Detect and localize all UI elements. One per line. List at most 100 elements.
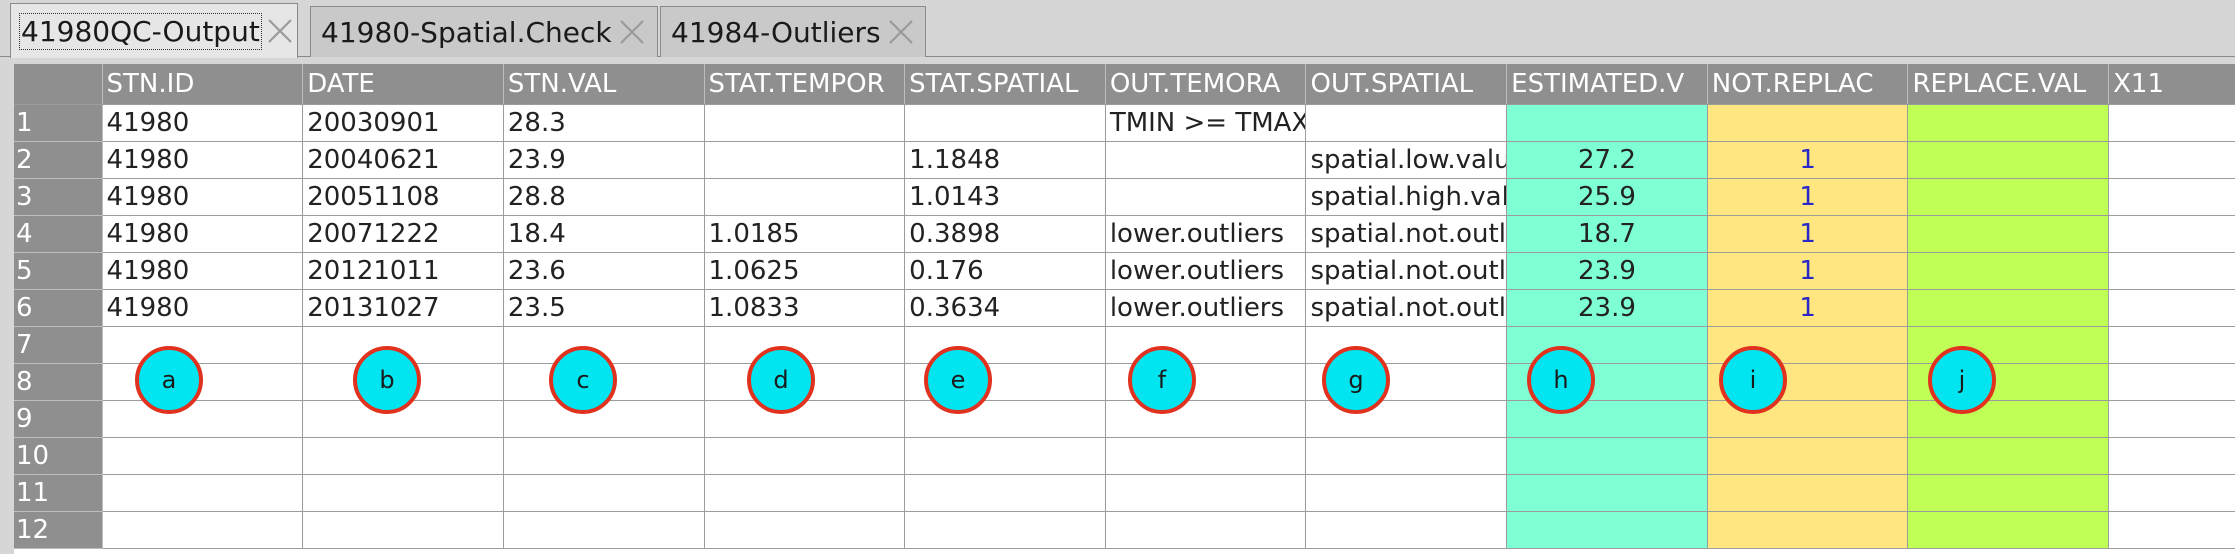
row-number[interactable]: 9	[14, 400, 103, 438]
table-cell[interactable]	[1707, 511, 1909, 549]
table-cell[interactable]	[2108, 511, 2235, 549]
table-cell[interactable]	[904, 104, 1106, 142]
table-cell[interactable]	[904, 437, 1106, 475]
table-cell[interactable]: 1.0833	[704, 289, 906, 327]
row-number[interactable]: 4	[14, 215, 103, 253]
table-cell[interactable]: 20040621	[302, 141, 504, 179]
table-cell[interactable]	[1305, 511, 1508, 549]
table-cell[interactable]	[704, 511, 906, 549]
table-cell[interactable]	[704, 104, 906, 142]
table-cell[interactable]: 18.4	[503, 215, 705, 253]
table-cell[interactable]	[102, 400, 304, 438]
table-cell[interactable]	[2108, 141, 2235, 179]
table-cell[interactable]: spatial.not.outli	[1305, 252, 1508, 290]
table-cell[interactable]	[1105, 474, 1307, 512]
table-cell[interactable]: 20030901	[302, 104, 504, 142]
table-cell[interactable]	[704, 141, 906, 179]
table-cell[interactable]: 41980	[102, 289, 304, 327]
table-cell[interactable]	[1907, 178, 2110, 216]
table-cell[interactable]: spatial.high.val	[1305, 178, 1508, 216]
table-row[interactable]: 8	[14, 363, 2235, 401]
table-cell[interactable]	[102, 326, 304, 364]
table-cell[interactable]: 28.8	[503, 178, 705, 216]
table-cell[interactable]: 41980	[102, 178, 304, 216]
table-cell[interactable]: 1	[1707, 141, 1909, 179]
table-cell[interactable]	[102, 437, 304, 475]
row-number[interactable]: 10	[14, 437, 103, 475]
tab-spatial-check[interactable]: 41980-Spatial.Check	[310, 6, 658, 57]
table-cell[interactable]	[1707, 437, 1909, 475]
table-cell[interactable]: 1	[1707, 215, 1909, 253]
table-cell[interactable]: 0.3898	[904, 215, 1106, 253]
table-cell[interactable]	[704, 474, 906, 512]
column-header[interactable]: X11	[2108, 64, 2235, 105]
table-cell[interactable]	[503, 474, 705, 512]
table-cell[interactable]: 1.1848	[904, 141, 1106, 179]
column-header[interactable]: STN.VAL	[503, 64, 705, 105]
table-cell[interactable]: spatial.not.outli	[1305, 289, 1508, 327]
row-number[interactable]: 8	[14, 363, 103, 401]
table-cell[interactable]	[1907, 289, 2110, 327]
table-cell[interactable]: 28.3	[503, 104, 705, 142]
table-cell[interactable]	[1907, 437, 2110, 475]
row-number[interactable]: 7	[14, 326, 103, 364]
table-cell[interactable]	[904, 474, 1106, 512]
table-cell[interactable]: lower.outliers	[1105, 289, 1307, 327]
table-cell[interactable]	[1907, 400, 2110, 438]
table-cell[interactable]	[904, 511, 1106, 549]
column-header[interactable]: OUT.SPATIAL	[1305, 64, 1508, 105]
table-cell[interactable]	[1105, 437, 1307, 475]
table-cell[interactable]: 20051108	[302, 178, 504, 216]
table-cell[interactable]	[2108, 104, 2235, 142]
column-header[interactable]: ESTIMATED.V	[1506, 64, 1708, 105]
table-cell[interactable]: 1	[1707, 289, 1909, 327]
table-cell[interactable]: 1.0143	[904, 178, 1106, 216]
table-cell[interactable]	[1707, 104, 1909, 142]
table-cell[interactable]: 20121011	[302, 252, 504, 290]
table-row[interactable]: 5 41980 20121011 23.6 1.0625 0.176 lower.outli…	[14, 252, 2235, 290]
row-number[interactable]: 6	[14, 289, 103, 327]
data-grid[interactable]: STN.ID DATE STN.VAL STAT.TEMPOR STAT.SPATIAL…	[14, 64, 2235, 554]
table-cell[interactable]	[1305, 437, 1508, 475]
table-cell[interactable]	[2108, 437, 2235, 475]
table-row[interactable]: 7	[14, 326, 2235, 364]
table-cell[interactable]	[2108, 289, 2235, 327]
table-cell[interactable]	[1305, 104, 1508, 142]
table-row[interactable]: 4 41980 20071222 18.4 1.0185 0.3898 lower.outl…	[14, 215, 2235, 253]
row-number[interactable]: 11	[14, 474, 103, 512]
table-cell[interactable]	[503, 437, 705, 475]
row-number[interactable]: 12	[14, 511, 103, 549]
table-cell[interactable]	[1105, 141, 1307, 179]
table-cell[interactable]	[503, 511, 705, 549]
table-cell[interactable]	[2108, 326, 2235, 364]
table-cell[interactable]: 25.9	[1506, 178, 1708, 216]
table-cell[interactable]: 23.9	[503, 141, 705, 179]
table-cell[interactable]	[704, 178, 906, 216]
close-icon[interactable]	[885, 16, 917, 48]
table-cell[interactable]	[1506, 400, 1708, 438]
table-cell[interactable]	[1707, 474, 1909, 512]
table-cell[interactable]	[2108, 474, 2235, 512]
table-cell[interactable]	[1105, 178, 1307, 216]
table-cell[interactable]: 20071222	[302, 215, 504, 253]
column-header[interactable]: DATE	[302, 64, 504, 105]
table-cell[interactable]	[1907, 104, 2110, 142]
table-cell[interactable]: 0.176	[904, 252, 1106, 290]
close-icon[interactable]	[616, 16, 648, 48]
table-cell[interactable]	[2108, 178, 2235, 216]
table-cell[interactable]: 1.0185	[704, 215, 906, 253]
table-cell[interactable]	[302, 474, 504, 512]
table-cell[interactable]	[2108, 363, 2235, 401]
table-cell[interactable]	[1907, 141, 2110, 179]
table-cell[interactable]: 1	[1707, 252, 1909, 290]
table-cell[interactable]	[1105, 511, 1307, 549]
table-cell[interactable]: 18.7	[1506, 215, 1708, 253]
table-cell[interactable]: lower.outliers	[1105, 252, 1307, 290]
table-row[interactable]: 2 41980 20040621 23.9 1.1848 spatial.low.valu…	[14, 141, 2235, 179]
table-cell[interactable]	[102, 511, 304, 549]
table-cell[interactable]	[1907, 474, 2110, 512]
table-cell[interactable]	[1506, 511, 1708, 549]
table-cell[interactable]: 20131027	[302, 289, 504, 327]
table-cell[interactable]	[2108, 252, 2235, 290]
table-cell[interactable]: 1.0625	[704, 252, 906, 290]
